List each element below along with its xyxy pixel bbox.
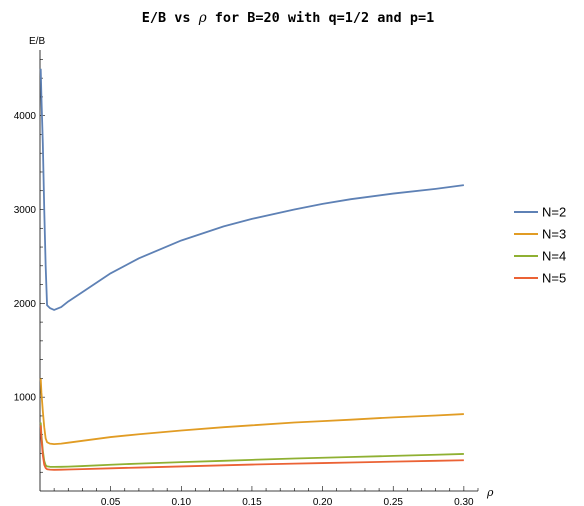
legend-label-n-3: N=3 [542, 227, 566, 242]
y-tick-label: 1000 [14, 393, 37, 404]
legend-label-n-5: N=5 [542, 271, 566, 286]
x-tick-label: 0.25 [383, 497, 403, 506]
chart-title: E/B vs ρ for B=20 with q=1/2 and p=1 [142, 10, 434, 26]
series-line-n-5 [39, 425, 464, 471]
y-tick-label: 3000 [14, 205, 37, 216]
series-line-n-2 [39, 68, 464, 311]
x-tick-label: 0.15 [242, 497, 262, 506]
x-tick-label: 0.10 [172, 497, 192, 506]
x-axis-label: ρ [486, 486, 494, 499]
legend: N=2 N=3 N=4 N=5 [514, 205, 566, 286]
axis-ticks: 0.05 0.10 0.15 0.20 0.25 0.30 1000 2000 3000 4000 [14, 59, 479, 506]
legend-label-n-2: N=2 [542, 205, 566, 220]
x-tick-label: 0.20 [313, 497, 333, 506]
series-line-n-4 [39, 422, 464, 468]
y-axis-label: E/B [29, 36, 45, 47]
y-tick-label: 2000 [14, 299, 37, 310]
legend-label-n-4: N=4 [542, 249, 566, 264]
series-line-n-3 [39, 378, 464, 445]
plot-area [39, 68, 464, 471]
y-tick-label: 4000 [14, 111, 37, 122]
x-tick-label: 0.05 [101, 497, 121, 506]
x-tick-label: 0.30 [454, 497, 474, 506]
